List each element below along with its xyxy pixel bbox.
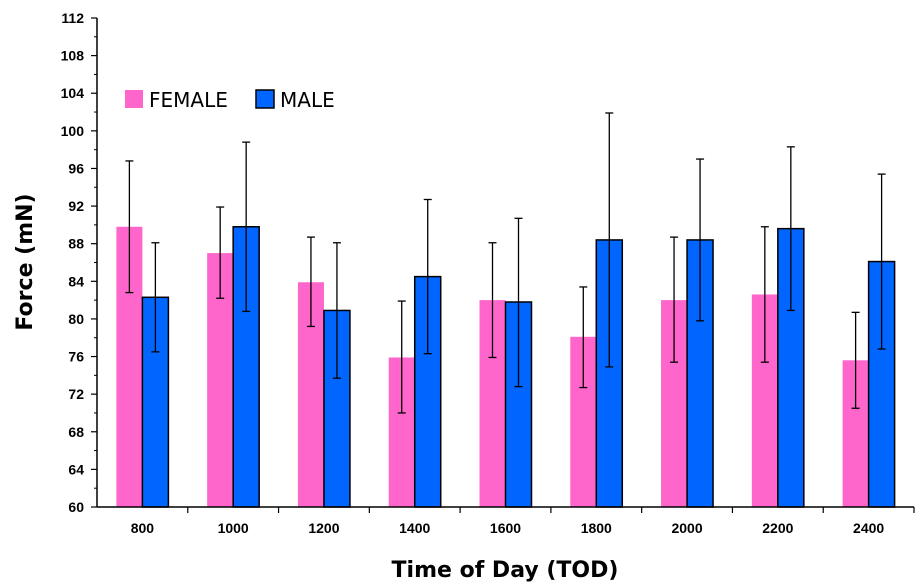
y-tick-label: 108 [61,48,85,64]
y-ticks-layer: 60 64 68 72 76 80 84 88 92 96 100 104 108 112 [61,10,97,515]
y-tick-label: 80 [68,311,84,327]
error-bars-layer [125,112,886,414]
y-tick-label: 92 [68,198,84,214]
x-tick-label: 2000 [671,520,702,536]
legend-label-male: MALE [280,88,335,112]
x-ticks-layer: 800 1000 1200 1400 1600 1800 2000 2200 2400 [131,507,915,536]
y-tick-label: 60 [68,499,84,515]
x-tick-label: 1600 [490,520,521,536]
x-axis-title: Time of Day (TOD) [392,558,619,583]
y-tick-label: 112 [61,10,84,26]
bars-layer [116,226,896,508]
x-tick-label: 1800 [581,520,612,536]
y-tick-label: 100 [61,123,85,139]
legend-label-female: FEMALE [149,88,228,112]
y-tick-label: 64 [68,461,84,477]
y-tick-label: 84 [68,273,84,289]
x-tick-label: 1400 [399,520,430,536]
y-tick-label: 96 [68,160,84,176]
y-tick-label: 88 [68,236,84,252]
x-tick-label: 1000 [218,520,249,536]
y-tick-label: 104 [61,85,85,101]
x-tick-label: 1200 [308,520,339,536]
legend-swatch-female [125,90,143,108]
x-tick-label: 2200 [762,520,793,536]
legend-swatch-male [255,89,275,109]
y-tick-label: 68 [68,424,84,440]
y-tick-label: 72 [68,386,84,402]
legend: FEMALE MALE [125,88,335,112]
y-axis-title: Force (mN) [13,193,38,330]
x-tick-label: 800 [131,520,155,536]
x-tick-label: 2400 [853,520,884,536]
y-tick-label: 76 [68,349,84,365]
